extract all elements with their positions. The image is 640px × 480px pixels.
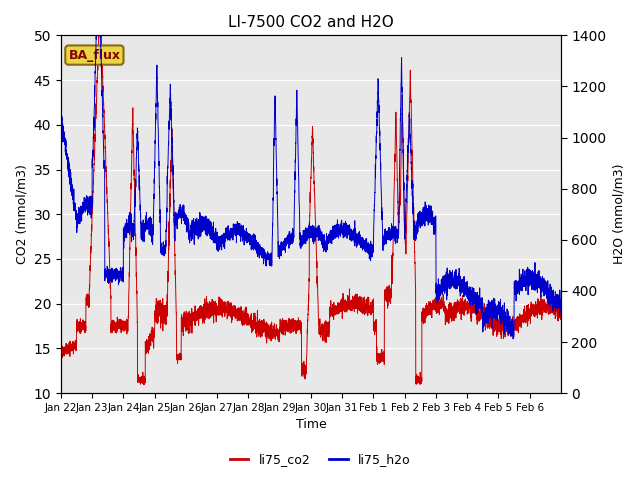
Y-axis label: H2O (mmol/m3): H2O (mmol/m3) bbox=[612, 164, 625, 264]
li75_h2o bbox=[557, 308, 564, 313]
X-axis label: Time: Time bbox=[296, 419, 326, 432]
li75_co2 bbox=[140, 382, 148, 388]
li75_h2o bbox=[382, 238, 390, 243]
li75_h2o bbox=[468, 293, 476, 299]
li75_co2 bbox=[357, 304, 365, 310]
Title: LI-7500 CO2 and H2O: LI-7500 CO2 and H2O bbox=[228, 15, 394, 30]
Legend: li75_co2, li75_h2o: li75_co2, li75_h2o bbox=[225, 448, 415, 471]
li75_h2o bbox=[248, 237, 256, 242]
li75_h2o bbox=[357, 240, 365, 246]
li75_h2o bbox=[430, 219, 438, 225]
Text: BA_flux: BA_flux bbox=[68, 48, 120, 61]
Line: li75_co2: li75_co2 bbox=[61, 36, 561, 385]
li75_co2 bbox=[148, 337, 156, 343]
li75_h2o bbox=[148, 225, 156, 231]
Line: li75_h2o: li75_h2o bbox=[61, 36, 561, 339]
li75_co2 bbox=[557, 312, 564, 318]
li75_h2o bbox=[92, 33, 100, 38]
li75_co2 bbox=[57, 350, 65, 356]
li75_co2 bbox=[430, 300, 438, 305]
li75_h2o bbox=[509, 336, 517, 342]
li75_h2o bbox=[57, 102, 65, 108]
Y-axis label: CO2 (mmol/m3): CO2 (mmol/m3) bbox=[15, 164, 28, 264]
li75_co2 bbox=[95, 33, 102, 38]
li75_co2 bbox=[248, 326, 256, 332]
li75_co2 bbox=[383, 291, 390, 297]
li75_co2 bbox=[468, 299, 476, 305]
